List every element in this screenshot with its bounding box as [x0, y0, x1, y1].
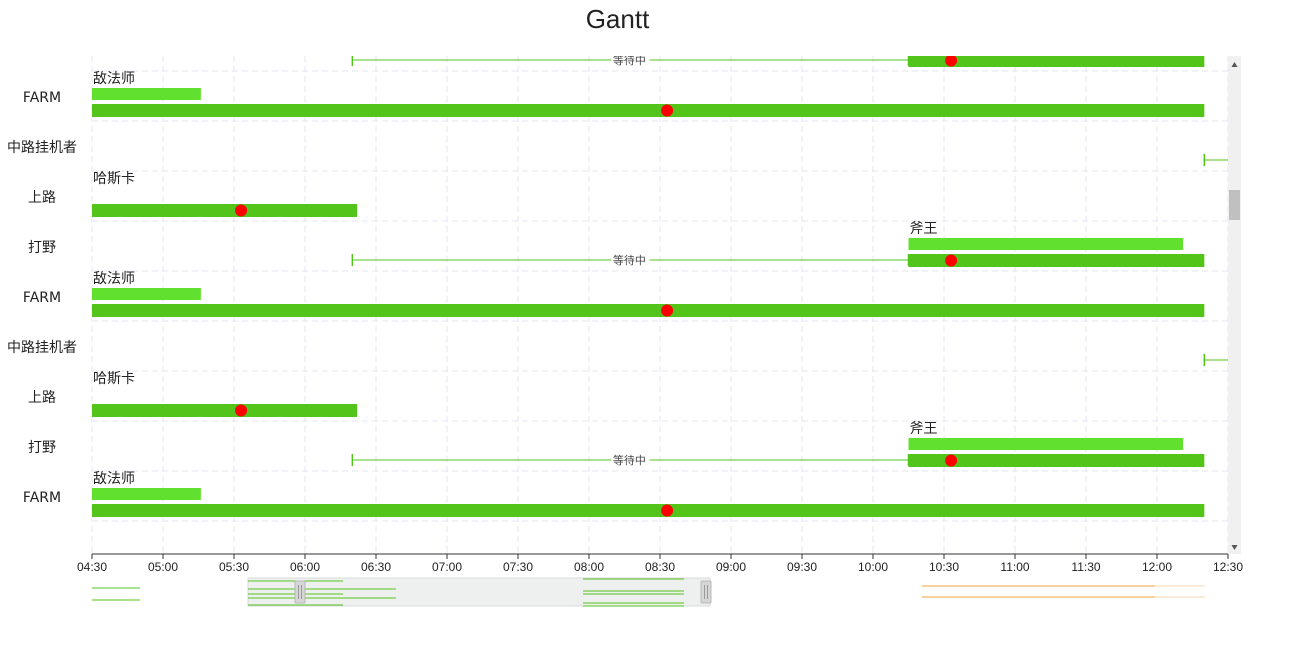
task-bar-primary[interactable] [908, 454, 1205, 467]
x-tick-label: 06:30 [361, 560, 391, 574]
x-tick-label: 12:30 [1213, 560, 1243, 574]
task-label: 敌法师 [93, 471, 135, 487]
wait-label: 等待中 [613, 453, 646, 467]
scroll-down-arrow-icon[interactable] [1231, 545, 1238, 550]
task-marker[interactable] [661, 104, 674, 117]
task-marker[interactable] [235, 204, 248, 217]
task-marker[interactable] [235, 404, 248, 417]
task-bar-primary[interactable] [92, 404, 358, 417]
x-tick-label: 10:00 [858, 560, 888, 574]
x-tick-label: 07:00 [432, 560, 462, 574]
task-bar-primary[interactable] [92, 504, 1205, 517]
scrollbar-thumb[interactable] [1229, 190, 1240, 220]
task-marker[interactable] [661, 304, 674, 317]
wait-label: 等待中 [613, 253, 646, 267]
task-label: 哈斯卡 [93, 371, 135, 387]
data-zoom-slider[interactable] [92, 577, 1205, 607]
chart-title: Gantt [585, 4, 650, 34]
task-bar-primary[interactable] [92, 204, 358, 217]
x-tick-label: 10:30 [929, 560, 959, 574]
task-marker[interactable] [945, 55, 958, 67]
wait-label-background [611, 56, 650, 68]
x-axis: 04:30 05:00 05:30 06:00 06:30 07:00 07:30 08:00… [77, 553, 1243, 574]
zoom-handle-icon[interactable] [294, 580, 306, 604]
x-tick-label: 07:30 [503, 560, 533, 574]
zoom-handle-icon[interactable] [700, 580, 712, 604]
row-label: FARM [23, 90, 61, 106]
wait-label-background [611, 252, 650, 268]
row-label: FARM [23, 290, 61, 306]
x-tick-label: 04:30 [77, 560, 107, 574]
x-tick-label: 06:00 [290, 560, 320, 574]
row-label: 打野 [28, 439, 56, 456]
x-tick-label: 05:30 [219, 560, 249, 574]
x-tick-label: 11:00 [1000, 560, 1029, 574]
task-label: 斧王 [910, 421, 938, 437]
wait-label-background [611, 452, 650, 468]
scroll-up-arrow-icon[interactable] [1231, 62, 1238, 67]
row-label: 上路 [28, 390, 56, 406]
x-tick-label: 12:00 [1142, 560, 1172, 574]
row-label: 打野 [28, 239, 56, 256]
task-marker[interactable] [661, 504, 674, 517]
task-bar-secondary[interactable] [92, 288, 201, 300]
x-tick-label: 09:00 [716, 560, 746, 574]
x-tick-label: 08:00 [574, 560, 604, 574]
task-bar-primary[interactable] [908, 254, 1205, 267]
task-bar-primary[interactable] [908, 54, 1205, 67]
x-tick-label: 09:30 [787, 560, 817, 574]
row-label: 上路 [28, 190, 56, 206]
task-bar-secondary[interactable] [92, 88, 201, 100]
task-bar-secondary[interactable] [908, 238, 1184, 250]
scrollbar-track[interactable] [1228, 56, 1241, 554]
task-bar-secondary[interactable] [92, 488, 201, 500]
x-tick-label: 05:00 [148, 560, 178, 574]
row-label: 中路挂机者 [7, 140, 77, 156]
grid-layer [91, 56, 1228, 554]
task-bar-secondary[interactable] [908, 438, 1184, 450]
task-bar-primary[interactable] [92, 104, 1205, 117]
task-marker[interactable] [945, 254, 958, 267]
zoom-selected-window[interactable] [247, 577, 711, 607]
x-tick-label: 11:30 [1071, 560, 1100, 574]
row-label: 中路挂机者 [7, 340, 77, 356]
task-bar-primary[interactable] [92, 304, 1205, 317]
task-label: 敌法师 [93, 71, 135, 87]
task-label: 哈斯卡 [93, 171, 135, 187]
vertical-scrollbar[interactable] [1228, 56, 1241, 554]
task-label: 敌法师 [93, 271, 135, 287]
row-label: FARM [23, 490, 61, 506]
wait-label: 等待中 [613, 53, 646, 67]
task-label: 斧王 [910, 221, 938, 237]
task-marker[interactable] [945, 454, 958, 467]
x-tick-label: 08:30 [645, 560, 675, 574]
